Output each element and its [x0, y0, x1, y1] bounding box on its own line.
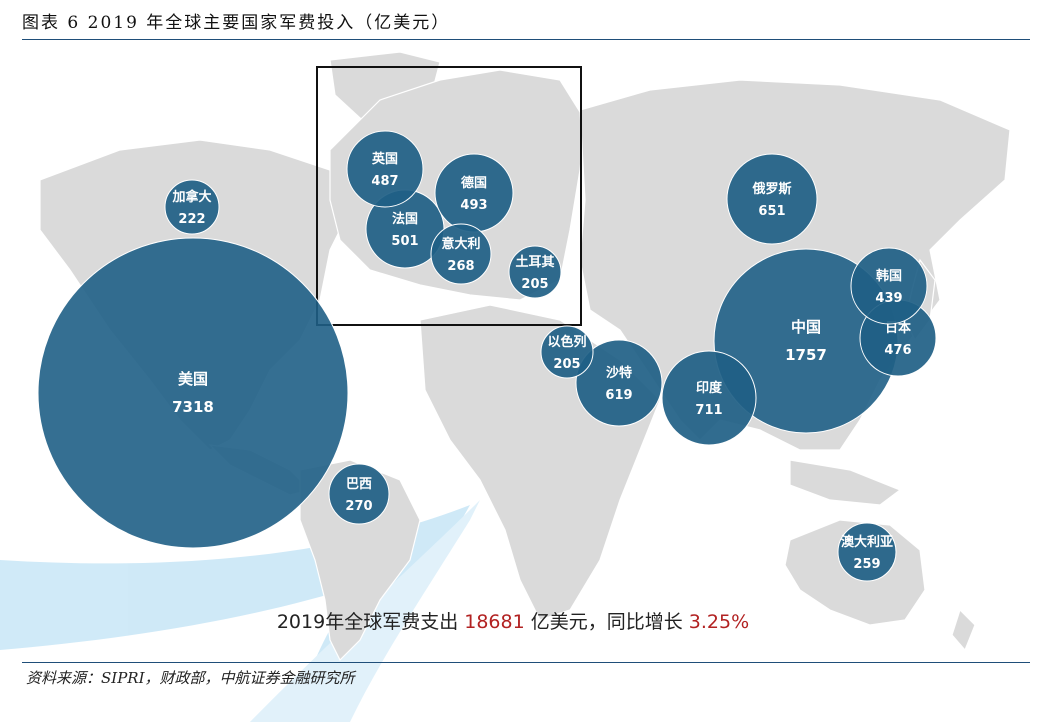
summary-total: 18681: [464, 611, 524, 633]
bubble-canada: 加拿大 222: [164, 179, 220, 235]
bubble-circle-korea: [850, 247, 928, 325]
bubble-saudi: 沙特 619: [575, 339, 663, 427]
bubble-usa: 美国 7318: [37, 237, 349, 549]
bubble-circle-israel: [540, 325, 594, 379]
summary-middle: 亿美元，同比增长: [525, 611, 689, 633]
bubble-value-japan: 476: [884, 343, 911, 358]
bubble-value-china: 1757: [785, 346, 827, 364]
bubble-uk: 英国 487: [346, 130, 424, 208]
bubble-circle-saudi: [575, 339, 663, 427]
country-bubbles: 美国 7318 中国 1757 印度 711 俄罗斯 651 沙特 619 法国 501 德国 493 英国…: [37, 130, 937, 582]
bubble-circle-uk: [346, 130, 424, 208]
bubble-circle-australia: [837, 522, 897, 582]
bubble-label-uk: 英国: [371, 151, 398, 167]
figure-title: 图表 6 2019 年全球主要国家军费投入（亿美元）: [22, 13, 451, 33]
bubble-value-india: 711: [695, 403, 722, 418]
bubble-australia: 澳大利亚 259: [837, 522, 897, 582]
bubble-circle-italy: [430, 223, 492, 285]
bubble-israel: 以色列 205: [540, 325, 594, 379]
bubble-label-australia: 澳大利亚: [841, 534, 893, 550]
bubble-turkey: 土耳其 205: [508, 245, 562, 299]
source-note: 资料来源：SIPRI，财政部，中航证券金融研究所: [26, 669, 355, 687]
bubble-circle-russia: [726, 153, 818, 245]
bubble-value-australia: 259: [853, 557, 880, 572]
europe-inset-frame: [316, 66, 582, 326]
bubble-germany: 德国 493: [434, 153, 514, 233]
bubble-value-france: 501: [391, 234, 418, 249]
bubble-label-china: 中国: [791, 318, 821, 336]
bubble-value-korea: 439: [875, 291, 902, 306]
bubble-value-russia: 651: [758, 204, 785, 219]
bubble-brazil: 巴西 270: [328, 463, 390, 525]
bubble-value-israel: 205: [553, 357, 580, 372]
bubble-value-brazil: 270: [345, 499, 372, 514]
bubble-russia: 俄罗斯 651: [726, 153, 818, 245]
summary-text: 2019年全球军费支出 18681 亿美元，同比增长 3.25%: [277, 611, 749, 633]
bubble-italy: 意大利 268: [430, 223, 492, 285]
bubble-value-turkey: 205: [521, 277, 548, 292]
bubble-label-turkey: 土耳其: [515, 254, 554, 270]
summary-growth: 3.25%: [689, 611, 749, 633]
bubble-label-israel: 以色列: [547, 334, 586, 350]
bubble-label-france: 法国: [392, 211, 418, 227]
bubble-circle-brazil: [328, 463, 390, 525]
bubble-india: 印度 711: [661, 350, 757, 446]
bubble-label-italy: 意大利: [441, 236, 480, 252]
bottom-rule: [22, 662, 1030, 663]
bubble-value-uk: 487: [371, 174, 398, 189]
bubble-value-italy: 268: [447, 259, 474, 274]
new-zealand-shape: [951, 608, 976, 652]
bubble-label-germany: 德国: [461, 175, 487, 191]
bubble-circle-india: [661, 350, 757, 446]
bubble-label-russia: 俄罗斯: [751, 181, 791, 197]
sea-islands-shape: [789, 459, 902, 506]
bubble-label-usa: 美国: [178, 370, 208, 388]
bubble-value-saudi: 619: [605, 388, 632, 403]
bubble-circle-turkey: [508, 245, 562, 299]
bubble-circle-canada: [164, 179, 220, 235]
bubble-label-saudi: 沙特: [606, 365, 632, 381]
bubble-value-canada: 222: [178, 212, 205, 227]
top-rule: [22, 39, 1030, 40]
bubble-korea: 韩国 439: [850, 247, 928, 325]
bubble-label-brazil: 巴西: [346, 477, 372, 492]
bubble-value-usa: 7318: [172, 398, 214, 416]
bubble-circle-germany: [434, 153, 514, 233]
bubble-label-canada: 加拿大: [171, 189, 211, 205]
summary-prefix: 2019年全球军费支出: [277, 611, 464, 633]
south-america-shape: [299, 459, 421, 662]
bubble-label-korea: 韩国: [876, 268, 902, 284]
bubble-circle-usa: [37, 237, 349, 549]
bubble-label-india: 印度: [696, 380, 723, 396]
bubble-value-germany: 493: [460, 198, 487, 213]
